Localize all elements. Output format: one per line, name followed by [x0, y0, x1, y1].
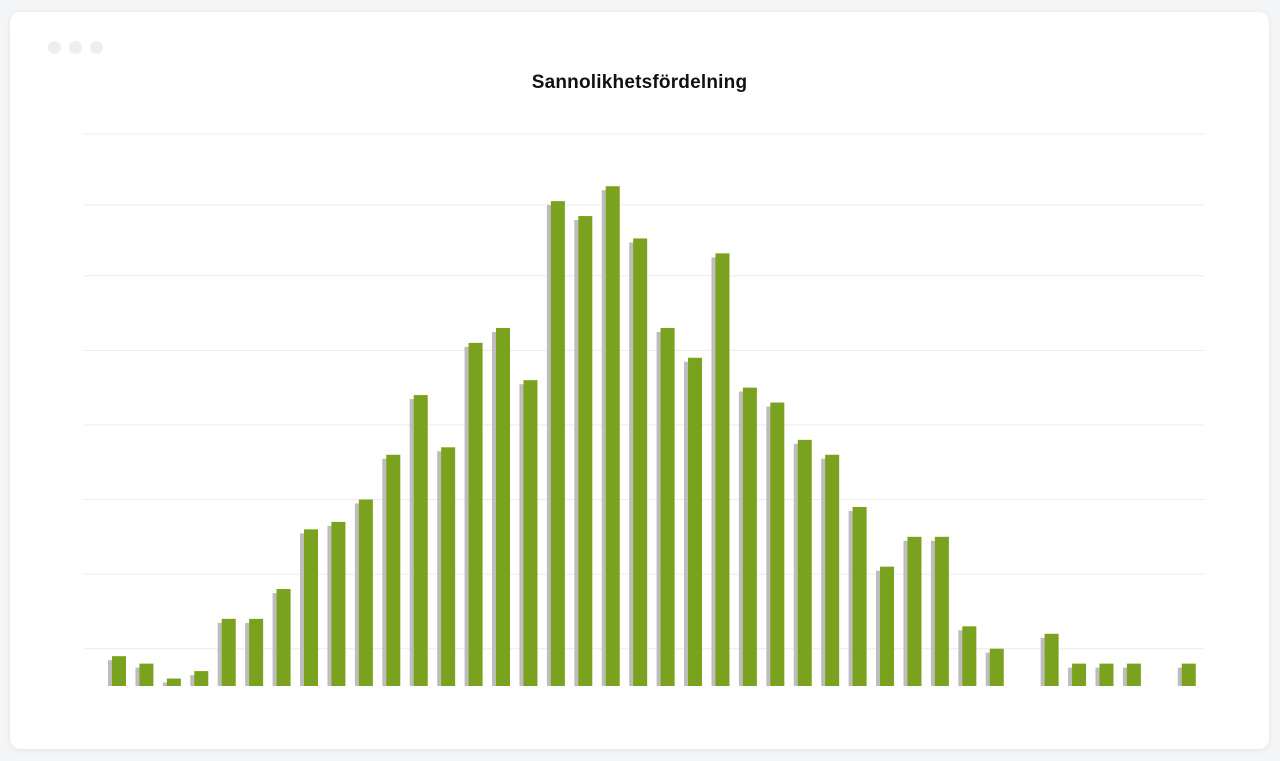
bar[interactable]: [958, 626, 977, 686]
bar[interactable]: [711, 253, 730, 686]
bar[interactable]: [821, 454, 840, 686]
bar-fill: [880, 566, 895, 686]
bar[interactable]: [272, 589, 291, 686]
bar[interactable]: [629, 238, 648, 686]
bar-fill: [1072, 663, 1087, 686]
bar[interactable]: [492, 327, 511, 686]
bar[interactable]: [738, 387, 757, 686]
bar-fill: [934, 536, 949, 686]
window-controls: [48, 41, 103, 54]
bar-fill: [496, 327, 511, 686]
bar[interactable]: [766, 402, 785, 686]
bar-fill: [633, 238, 648, 686]
bar[interactable]: [464, 342, 483, 686]
bar-fill: [523, 380, 538, 686]
bar[interactable]: [300, 529, 319, 686]
bar[interactable]: [546, 201, 565, 686]
bar-fill: [166, 678, 181, 686]
bar[interactable]: [354, 499, 373, 686]
bar[interactable]: [903, 536, 922, 686]
bar[interactable]: [519, 380, 538, 686]
window-dot-icon[interactable]: [69, 41, 82, 54]
window-dot-icon[interactable]: [48, 41, 61, 54]
bar[interactable]: [217, 618, 236, 686]
bar[interactable]: [1068, 663, 1087, 686]
bar[interactable]: [1040, 633, 1059, 686]
chart-title: Sannolikhetsfördelning: [531, 72, 748, 93]
bar-fill: [550, 201, 565, 686]
bar-fill: [386, 454, 401, 686]
bar[interactable]: [1095, 663, 1114, 686]
bar-fill: [468, 342, 483, 686]
bar-fill: [112, 656, 126, 686]
bar-fill: [715, 253, 730, 686]
bar[interactable]: [135, 663, 154, 686]
bar-fill: [194, 671, 209, 686]
bar-fill: [989, 648, 1004, 686]
bar-fill: [797, 439, 812, 686]
bar-fill: [907, 536, 922, 686]
bar[interactable]: [162, 678, 181, 686]
bar[interactable]: [327, 521, 346, 686]
bar-fill: [358, 499, 373, 686]
bar[interactable]: [876, 566, 895, 686]
bar-fill: [962, 626, 977, 686]
bar-fill: [1126, 663, 1141, 686]
bar[interactable]: [1122, 663, 1141, 686]
bar-fill: [441, 447, 456, 686]
bar[interactable]: [985, 648, 1004, 686]
bar-fill: [742, 387, 757, 686]
bar-fill: [1044, 633, 1059, 686]
bar-fill: [578, 216, 593, 686]
bar[interactable]: [848, 506, 867, 686]
bar[interactable]: [108, 656, 126, 686]
bar[interactable]: [684, 357, 703, 686]
bar-fill: [304, 529, 319, 686]
bar-fill: [770, 402, 785, 686]
bar-fill: [331, 521, 346, 686]
bar-fill: [852, 506, 867, 686]
bars: [108, 186, 1196, 686]
bar[interactable]: [930, 536, 949, 686]
bar-fill: [825, 454, 840, 686]
bar-fill: [1181, 663, 1196, 686]
bar[interactable]: [382, 454, 401, 686]
bar-fill: [660, 327, 675, 686]
bar-fill: [249, 618, 264, 686]
bar[interactable]: [601, 186, 620, 686]
bar-fill: [139, 663, 154, 686]
bar[interactable]: [245, 618, 264, 686]
bar[interactable]: [190, 671, 209, 686]
bar-fill: [413, 395, 428, 686]
bar-fill: [605, 186, 620, 686]
window-dot-icon[interactable]: [90, 41, 103, 54]
bar[interactable]: [409, 395, 428, 686]
bar-fill: [276, 589, 291, 686]
bar[interactable]: [574, 216, 593, 686]
bar[interactable]: [656, 327, 675, 686]
bar-fill: [688, 357, 703, 686]
bar[interactable]: [793, 439, 812, 686]
bar-fill: [221, 618, 236, 686]
bar-fill: [1099, 663, 1114, 686]
bar[interactable]: [1177, 663, 1196, 686]
bar[interactable]: [437, 447, 456, 686]
